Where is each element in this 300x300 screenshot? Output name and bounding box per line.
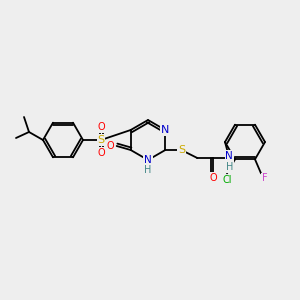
Text: Cl: Cl xyxy=(222,175,232,185)
Text: S: S xyxy=(178,145,185,155)
Text: F: F xyxy=(262,173,268,183)
Text: O: O xyxy=(209,173,217,183)
Text: O: O xyxy=(107,141,115,151)
Text: S: S xyxy=(98,135,105,145)
Text: O: O xyxy=(97,148,105,158)
Text: N: N xyxy=(161,125,170,135)
Text: N: N xyxy=(225,151,233,161)
Text: H: H xyxy=(226,162,233,172)
Text: O: O xyxy=(97,122,105,132)
Text: H: H xyxy=(144,165,152,175)
Text: N: N xyxy=(144,155,152,165)
